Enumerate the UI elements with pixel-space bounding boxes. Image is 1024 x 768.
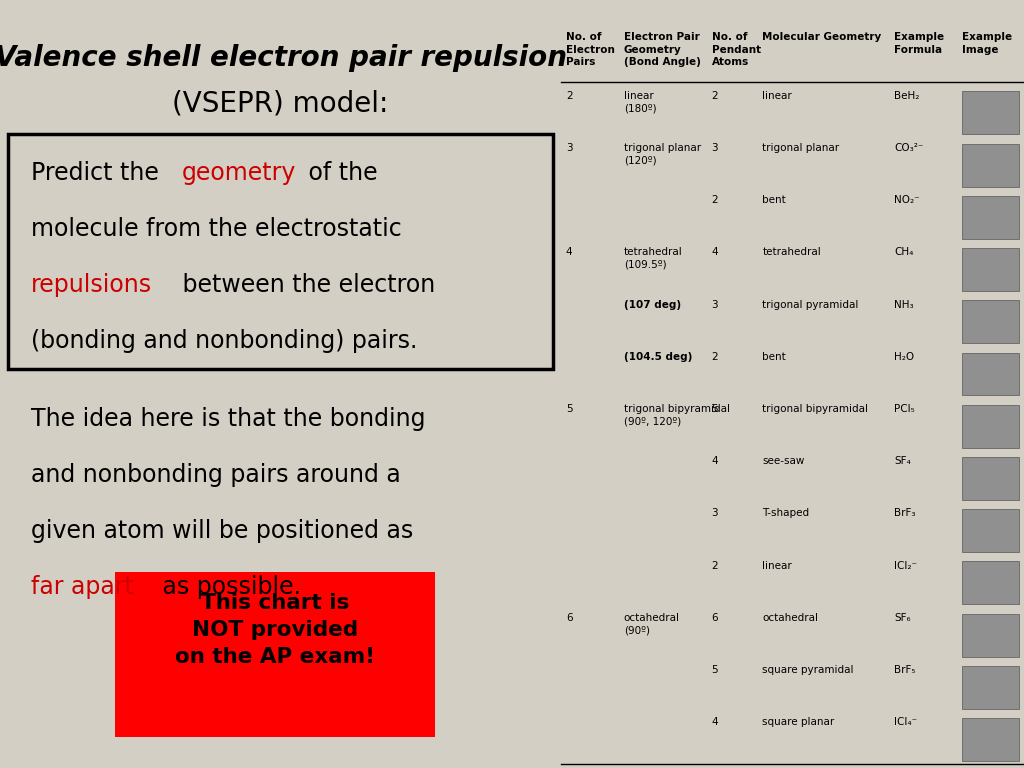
- FancyBboxPatch shape: [962, 561, 1019, 604]
- Text: No. of
Electron
Pairs: No. of Electron Pairs: [566, 32, 614, 67]
- Text: Molecular Geometry: Molecular Geometry: [763, 32, 882, 42]
- Text: far apart: far apart: [31, 575, 134, 599]
- FancyBboxPatch shape: [962, 666, 1019, 709]
- FancyBboxPatch shape: [962, 614, 1019, 657]
- Text: given atom will be positioned as: given atom will be positioned as: [31, 519, 413, 543]
- Text: This chart is
NOT provided
on the AP exam!: This chart is NOT provided on the AP exa…: [175, 593, 375, 667]
- FancyBboxPatch shape: [115, 572, 435, 737]
- Text: 4: 4: [712, 456, 718, 466]
- Text: tetrahedral
(109.5º): tetrahedral (109.5º): [624, 247, 682, 270]
- Text: (104.5 deg): (104.5 deg): [624, 352, 692, 362]
- Text: 2: 2: [712, 195, 718, 205]
- Text: BrF₃: BrF₃: [894, 508, 915, 518]
- Text: BrF₅: BrF₅: [894, 665, 915, 675]
- Text: linear: linear: [763, 91, 793, 101]
- Text: SF₆: SF₆: [894, 613, 911, 623]
- Text: 3: 3: [566, 143, 572, 153]
- FancyBboxPatch shape: [962, 91, 1019, 134]
- Text: PCl₅: PCl₅: [894, 404, 915, 414]
- Text: octahedral
(90º): octahedral (90º): [624, 613, 680, 635]
- Text: octahedral: octahedral: [763, 613, 818, 623]
- Text: linear
(180º): linear (180º): [624, 91, 656, 113]
- FancyBboxPatch shape: [962, 718, 1019, 761]
- Text: geometry: geometry: [181, 161, 296, 185]
- Text: 5: 5: [712, 404, 718, 414]
- Text: (107 deg): (107 deg): [624, 300, 681, 310]
- Text: repulsions: repulsions: [31, 273, 152, 297]
- Text: T-shaped: T-shaped: [763, 508, 810, 518]
- Text: bent: bent: [763, 352, 786, 362]
- Text: linear: linear: [763, 561, 793, 571]
- Text: trigonal bipyramidal: trigonal bipyramidal: [763, 404, 868, 414]
- Text: The idea here is that the bonding: The idea here is that the bonding: [31, 407, 425, 431]
- Text: (VSEPR) model:: (VSEPR) model:: [172, 90, 389, 118]
- Text: No. of
Pendant
Atoms: No. of Pendant Atoms: [712, 32, 761, 67]
- Text: (bonding and nonbonding) pairs.: (bonding and nonbonding) pairs.: [31, 329, 417, 353]
- Text: CH₄: CH₄: [894, 247, 913, 257]
- FancyBboxPatch shape: [962, 457, 1019, 500]
- FancyBboxPatch shape: [962, 144, 1019, 187]
- Text: NO₂⁻: NO₂⁻: [894, 195, 920, 205]
- Text: Example
Image: Example Image: [962, 32, 1012, 55]
- Text: 5: 5: [566, 404, 572, 414]
- Text: NH₃: NH₃: [894, 300, 914, 310]
- Text: 6: 6: [566, 613, 572, 623]
- FancyBboxPatch shape: [8, 134, 553, 369]
- Text: 6: 6: [712, 613, 718, 623]
- Text: square pyramidal: square pyramidal: [763, 665, 854, 675]
- Text: trigonal bipyramidal
(90º, 120º): trigonal bipyramidal (90º, 120º): [624, 404, 730, 426]
- FancyBboxPatch shape: [962, 353, 1019, 396]
- FancyBboxPatch shape: [962, 300, 1019, 343]
- Text: 2: 2: [712, 91, 718, 101]
- Text: molecule from the electrostatic: molecule from the electrostatic: [31, 217, 401, 241]
- Text: 2: 2: [566, 91, 572, 101]
- Text: and nonbonding pairs around a: and nonbonding pairs around a: [31, 463, 400, 487]
- Text: 2: 2: [712, 561, 718, 571]
- Text: 4: 4: [712, 247, 718, 257]
- FancyBboxPatch shape: [962, 509, 1019, 552]
- Text: Electron Pair
Geometry
(Bond Angle): Electron Pair Geometry (Bond Angle): [624, 32, 700, 67]
- Text: 3: 3: [712, 300, 718, 310]
- Text: square planar: square planar: [763, 717, 835, 727]
- Text: CO₃²⁻: CO₃²⁻: [894, 143, 924, 153]
- Text: 3: 3: [712, 508, 718, 518]
- Text: SF₄: SF₄: [894, 456, 911, 466]
- Text: 4: 4: [566, 247, 572, 257]
- Text: trigonal planar: trigonal planar: [763, 143, 840, 153]
- Text: BeH₂: BeH₂: [894, 91, 920, 101]
- Text: 4: 4: [712, 717, 718, 727]
- Text: Predict the: Predict the: [31, 161, 166, 185]
- Text: between the electron: between the electron: [174, 273, 435, 297]
- Text: 3: 3: [712, 143, 718, 153]
- Text: see-saw: see-saw: [763, 456, 805, 466]
- FancyBboxPatch shape: [962, 405, 1019, 448]
- Text: Valence shell electron pair repulsion: Valence shell electron pair repulsion: [0, 44, 566, 71]
- Text: trigonal pyramidal: trigonal pyramidal: [763, 300, 859, 310]
- FancyBboxPatch shape: [962, 196, 1019, 239]
- Text: trigonal planar
(120º): trigonal planar (120º): [624, 143, 700, 165]
- Text: ICl₄⁻: ICl₄⁻: [894, 717, 918, 727]
- Text: 5: 5: [712, 665, 718, 675]
- Text: tetrahedral: tetrahedral: [763, 247, 821, 257]
- Text: H₂O: H₂O: [894, 352, 914, 362]
- Text: ICl₂⁻: ICl₂⁻: [894, 561, 918, 571]
- FancyBboxPatch shape: [962, 248, 1019, 291]
- Text: as possible.: as possible.: [156, 575, 301, 599]
- Text: 2: 2: [712, 352, 718, 362]
- Text: Example
Formula: Example Formula: [894, 32, 944, 55]
- Text: of the: of the: [301, 161, 378, 185]
- Text: bent: bent: [763, 195, 786, 205]
